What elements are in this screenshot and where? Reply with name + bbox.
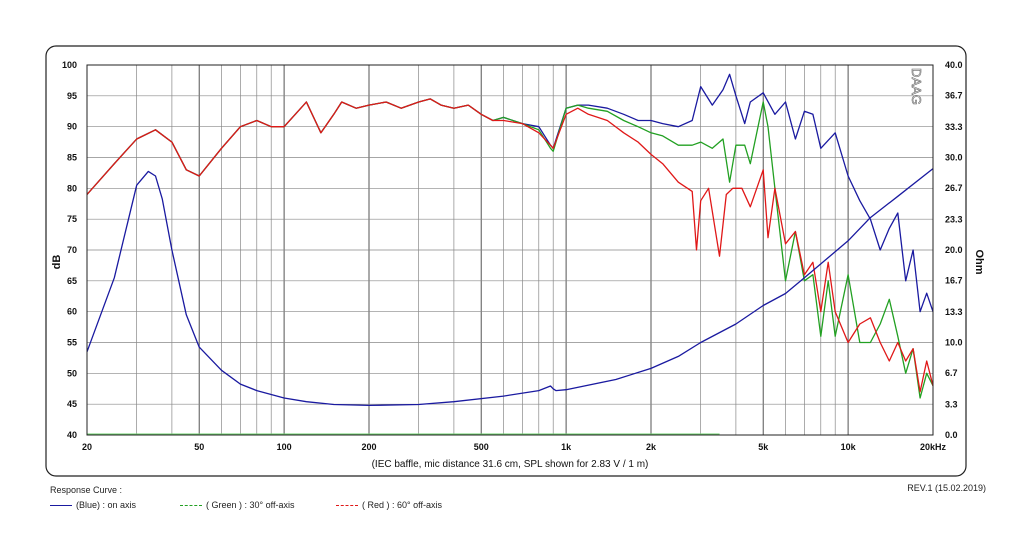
tick-labels: 20 50 100 200 500 1k 2k 5k 10k 20kHz 40 45 50 55 60 65 7… bbox=[62, 60, 963, 452]
x-axis-label: (IEC baffle, mic distance 31.6 cm, SPL s… bbox=[372, 459, 649, 470]
y2-tick-label: 40.0 bbox=[945, 60, 963, 70]
y2-tick-label: 33.3 bbox=[945, 122, 963, 132]
y-tick-label: 55 bbox=[67, 338, 77, 348]
series-line-red bbox=[86, 98, 934, 393]
outer-frame bbox=[45, 45, 967, 477]
y-tick-label: 45 bbox=[67, 399, 77, 409]
x-tick-label: 50 bbox=[194, 442, 204, 452]
y-tick-label: 75 bbox=[67, 214, 77, 224]
y-axis-label: dB bbox=[51, 255, 63, 270]
y-tick-label: 95 bbox=[67, 91, 77, 101]
y-tick-label: 90 bbox=[67, 122, 77, 132]
legend-item-red: ( Red ) : 60° off-axis bbox=[336, 500, 442, 510]
plot-frame bbox=[86, 64, 934, 436]
series-line-impedance bbox=[86, 168, 934, 407]
y2-tick-label: 36.7 bbox=[945, 91, 963, 101]
y-tick-label: 70 bbox=[67, 245, 77, 255]
y-tick-label: 80 bbox=[67, 183, 77, 193]
legend-swatch-green bbox=[180, 504, 202, 506]
y-tick-label: 85 bbox=[67, 153, 77, 163]
y2-tick-label: 3.3 bbox=[945, 399, 958, 409]
legend-swatch-red bbox=[336, 504, 358, 506]
y2-tick-label: 0.0 bbox=[945, 430, 958, 440]
y2-tick-label: 13.3 bbox=[945, 307, 963, 317]
x-tick-label: 20 bbox=[82, 442, 92, 452]
x-tick-label: 10k bbox=[841, 442, 857, 452]
x-tick-label: 100 bbox=[277, 442, 292, 452]
y2-tick-label: 10.0 bbox=[945, 338, 963, 348]
x-tick-label: 500 bbox=[474, 442, 489, 452]
y-tick-label: 65 bbox=[67, 276, 77, 286]
legend-label-blue: (Blue) : on axis bbox=[76, 500, 137, 510]
watermark-text: DAAG bbox=[909, 68, 924, 105]
y2-axis-label: Ohm bbox=[973, 249, 985, 274]
grid bbox=[87, 65, 933, 435]
x-tick-label: 5k bbox=[758, 442, 769, 452]
y2-tick-label: 20.0 bbox=[945, 245, 963, 255]
legend-swatch-blue bbox=[50, 504, 72, 506]
y-tick-label: 50 bbox=[67, 368, 77, 378]
y2-tick-label: 26.7 bbox=[945, 183, 963, 193]
y-tick-label: 40 bbox=[67, 430, 77, 440]
legend-item-blue: (Blue) : on axis bbox=[50, 500, 136, 510]
legend-label-green: ( Green ) : 30° off-axis bbox=[206, 500, 295, 510]
series-layer bbox=[86, 73, 934, 407]
legend-item-green: ( Green ) : 30° off-axis bbox=[180, 500, 294, 510]
x-tick-label: 2k bbox=[646, 442, 657, 452]
legend-label-red: ( Red ) : 60° off-axis bbox=[362, 500, 442, 510]
y2-tick-label: 30.0 bbox=[945, 153, 963, 163]
legend-title: Response Curve : bbox=[50, 485, 123, 495]
x-tick-label: 20kHz bbox=[920, 442, 947, 452]
y-tick-label: 60 bbox=[67, 307, 77, 317]
y2-tick-label: 6.7 bbox=[945, 368, 958, 378]
y2-tick-label: 16.7 bbox=[945, 276, 963, 286]
x-tick-label: 1k bbox=[561, 442, 572, 452]
y-tick-label: 100 bbox=[62, 60, 77, 70]
y2-tick-label: 23.3 bbox=[945, 214, 963, 224]
x-tick-label: 200 bbox=[361, 442, 376, 452]
revision-label: REV.1 (15.02.2019) bbox=[907, 483, 986, 493]
